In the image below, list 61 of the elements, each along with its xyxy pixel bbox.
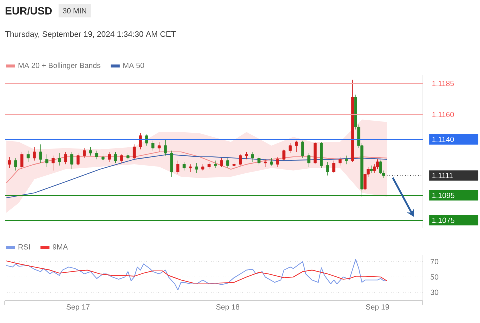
chart-title: EUR/USD [6,7,52,15]
candlestick [202,164,205,172]
candlestick [52,156,55,172]
candlestick [102,153,105,162]
candlestick [376,159,380,170]
candlestick [152,140,155,152]
candlestick [338,156,342,166]
candlestick [46,154,49,168]
candlestick [64,152,68,165]
candlestick [239,154,242,166]
candlestick [332,160,336,174]
candlestick [58,153,62,166]
candlestick [182,162,186,172]
candlestick [251,152,254,162]
candlestick [232,162,236,170]
candlestick [288,143,292,154]
candlestick [114,152,118,164]
candlestick [132,144,136,160]
candlestick [370,166,374,174]
candlestick [83,148,86,159]
text: Thursday, September 19, 2024 1:34:30 AM CET [5,31,176,39]
candlestick [379,160,382,175]
candlestick [214,160,218,169]
candlestick [158,142,161,152]
candlestick [89,146,92,156]
candlestick [14,158,18,172]
candlestick [195,163,198,174]
candlestick [314,142,317,165]
candlestick [276,156,280,168]
candlestick [176,160,180,175]
candlestick [301,140,304,159]
candlestick [39,144,42,164]
candlestick [270,158,274,166]
candlestick [320,142,324,169]
candlestick [226,158,230,169]
candlestick [264,159,267,168]
candlestick [8,156,12,169]
candlestick [326,162,330,176]
line-series [6,154,388,199]
candlestick [220,158,224,168]
candlestick [295,140,298,152]
candlestick [164,139,168,156]
candlestick [170,150,174,178]
candlestick [70,152,74,170]
candlestick [282,149,286,162]
candlestick [76,153,80,166]
candlestick [33,146,36,162]
candlestick [108,152,111,162]
candlestick [258,156,261,166]
candlestick [20,152,24,170]
candlestick [139,133,142,150]
candlestick [351,80,354,162]
candlestick [120,154,124,164]
candlestick [308,153,311,168]
candlestick [245,152,248,160]
candlestick [96,150,99,160]
candlestick [26,150,30,162]
candlestick [208,162,211,170]
candlestick [345,156,348,165]
candlestick [126,153,130,162]
candlestick [189,164,192,172]
